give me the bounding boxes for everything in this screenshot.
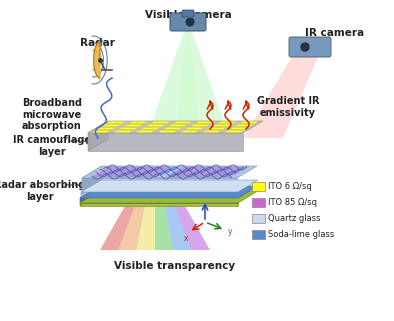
Polygon shape bbox=[239, 121, 259, 124]
Polygon shape bbox=[207, 127, 227, 129]
FancyBboxPatch shape bbox=[170, 13, 206, 31]
Polygon shape bbox=[146, 124, 165, 126]
Polygon shape bbox=[80, 186, 258, 198]
Polygon shape bbox=[136, 130, 155, 133]
Polygon shape bbox=[106, 121, 126, 124]
Text: Soda-lime glass: Soda-lime glass bbox=[268, 230, 334, 239]
Polygon shape bbox=[80, 186, 100, 203]
Text: x: x bbox=[184, 234, 188, 243]
Polygon shape bbox=[118, 206, 145, 250]
Polygon shape bbox=[217, 121, 237, 124]
Polygon shape bbox=[80, 198, 238, 203]
Polygon shape bbox=[137, 206, 155, 250]
Polygon shape bbox=[91, 130, 111, 133]
Polygon shape bbox=[82, 178, 237, 192]
Text: Quartz glass: Quartz glass bbox=[268, 214, 320, 223]
Text: IR camouflage
layer: IR camouflage layer bbox=[13, 135, 91, 157]
Circle shape bbox=[300, 42, 310, 52]
Polygon shape bbox=[82, 166, 102, 192]
Polygon shape bbox=[88, 121, 108, 151]
Circle shape bbox=[185, 17, 195, 27]
Polygon shape bbox=[124, 124, 143, 126]
Text: z: z bbox=[203, 188, 207, 197]
Polygon shape bbox=[168, 124, 188, 126]
Polygon shape bbox=[81, 180, 258, 192]
FancyBboxPatch shape bbox=[289, 37, 331, 57]
Text: Visible camera: Visible camera bbox=[145, 10, 231, 20]
Polygon shape bbox=[229, 127, 249, 129]
FancyBboxPatch shape bbox=[182, 10, 194, 17]
Polygon shape bbox=[88, 121, 263, 133]
Polygon shape bbox=[176, 29, 200, 133]
Polygon shape bbox=[97, 127, 116, 129]
Polygon shape bbox=[190, 124, 210, 126]
Polygon shape bbox=[102, 124, 121, 126]
Polygon shape bbox=[158, 130, 177, 133]
Polygon shape bbox=[113, 130, 133, 133]
Polygon shape bbox=[88, 133, 243, 151]
Text: IR camera: IR camera bbox=[305, 28, 364, 38]
Polygon shape bbox=[202, 130, 222, 133]
Polygon shape bbox=[80, 191, 100, 206]
FancyBboxPatch shape bbox=[252, 230, 265, 239]
Polygon shape bbox=[141, 127, 160, 129]
Polygon shape bbox=[234, 124, 254, 126]
Polygon shape bbox=[212, 124, 232, 126]
Polygon shape bbox=[180, 130, 200, 133]
Polygon shape bbox=[165, 206, 191, 250]
Polygon shape bbox=[119, 127, 138, 129]
Polygon shape bbox=[80, 191, 258, 203]
Polygon shape bbox=[81, 192, 238, 198]
Text: Visible transparency: Visible transparency bbox=[114, 261, 236, 271]
Polygon shape bbox=[128, 121, 148, 124]
Text: y: y bbox=[228, 227, 232, 236]
Polygon shape bbox=[224, 130, 244, 133]
Polygon shape bbox=[243, 55, 319, 138]
Polygon shape bbox=[195, 121, 215, 124]
Polygon shape bbox=[82, 166, 257, 178]
Text: ITO 6 Ω/sq: ITO 6 Ω/sq bbox=[268, 182, 312, 191]
Polygon shape bbox=[94, 42, 100, 78]
Polygon shape bbox=[91, 167, 174, 178]
Text: Broadband
microwave
absorption: Broadband microwave absorption bbox=[22, 98, 82, 131]
Polygon shape bbox=[151, 121, 170, 124]
Text: Radar: Radar bbox=[80, 38, 115, 48]
Text: Gradient IR
emissivity: Gradient IR emissivity bbox=[257, 96, 319, 117]
Text: Radar absorbing
layer: Radar absorbing layer bbox=[0, 180, 85, 202]
Polygon shape bbox=[165, 167, 248, 178]
Polygon shape bbox=[148, 29, 228, 133]
Polygon shape bbox=[81, 180, 101, 198]
FancyBboxPatch shape bbox=[252, 198, 265, 207]
Polygon shape bbox=[100, 206, 135, 250]
Polygon shape bbox=[155, 206, 173, 250]
Polygon shape bbox=[185, 127, 204, 129]
Text: ITO 85 Ω/sq: ITO 85 Ω/sq bbox=[268, 198, 317, 207]
Polygon shape bbox=[173, 121, 192, 124]
Polygon shape bbox=[175, 206, 210, 250]
Polygon shape bbox=[163, 127, 182, 129]
Polygon shape bbox=[80, 203, 238, 206]
FancyBboxPatch shape bbox=[252, 214, 265, 223]
FancyBboxPatch shape bbox=[252, 182, 265, 191]
